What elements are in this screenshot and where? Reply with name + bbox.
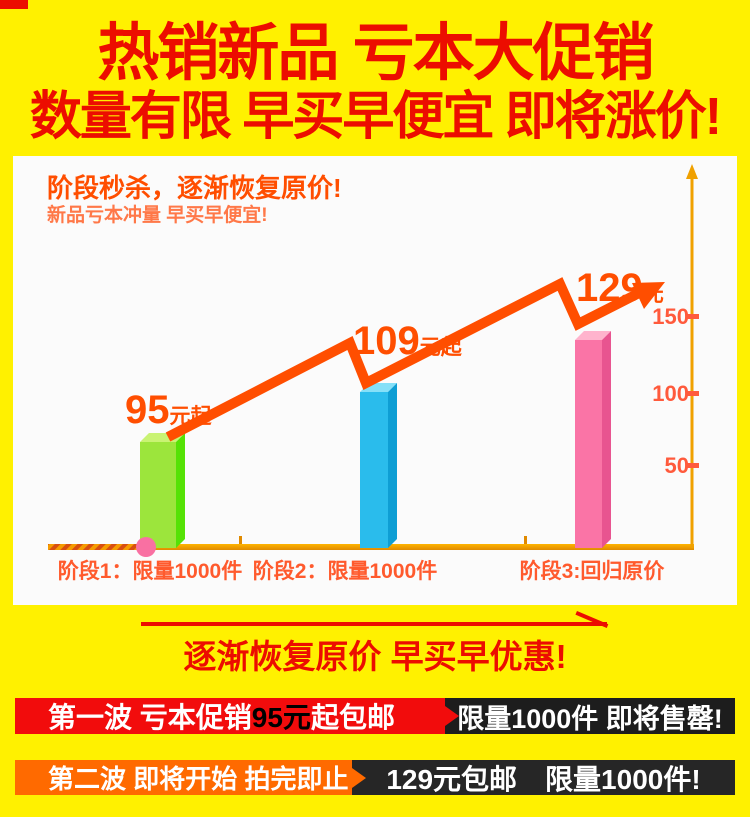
y-tick-100: 100 [652,381,689,406]
price-suffix: 元 [642,283,664,306]
y-tick-50: 50 [664,453,689,478]
price-value: 95 [125,388,170,432]
milestone-dot-icon [136,537,156,557]
banner-wave2-arrow-icon [352,767,366,788]
banner-wave1-suffix: 起包邮 [310,702,395,733]
y-tick-dash-100 [687,391,699,396]
bar-stage1 [140,433,185,548]
banner-wave2-left: 第二波 即将开始 拍完即止 [15,760,366,795]
corner-mark [0,0,28,9]
price-label-stage2: 109元起 [353,319,462,364]
banner-wave1-price: 95元 [251,702,311,733]
banner-wave1-right: 限量1000件 即将售罄! [445,698,735,734]
banner-wave2-text: 第二波 即将开始 拍完即止 [48,764,349,794]
headline-line2: 数量有限 早买早便宜 即将涨价! [29,88,722,146]
banner-wave2-right: 129元包邮 限量1000件! [352,760,735,795]
slogan-text: 逐渐恢复原价 早买早优惠! [183,638,567,675]
y-axis-arrow-icon [686,164,698,179]
banner-wave1-left: 第一波 亏本促销 95元 起包邮 [15,698,459,734]
price-label-stage1: 95元起 [125,388,212,433]
price-suffix: 元起 [169,405,212,428]
y-tick-dash-150 [687,314,699,319]
banner-wave1: 第一波 亏本促销 95元 起包邮 限量1000件 即将售罄! [15,698,735,734]
trend-arrowhead-icon [632,282,665,309]
bar-stage3 [575,331,611,548]
bar-stage2 [360,383,397,548]
chart-title: 阶段秒杀，逐渐恢复原价! [47,173,342,203]
x-axis-tick-1 [239,536,242,544]
chart-subtitle: 新品亏本冲量 早买早便宜! [47,205,268,226]
price-value: 129 [576,266,643,310]
x-label-stage1: 阶段1：限量1000件 [57,560,243,583]
headline-line1: 热销新品 亏本大促销 [97,19,654,88]
price-trend-chart [48,164,699,557]
y-tick-150: 150 [652,304,689,329]
banner-wave1-prefix: 第一波 亏本促销 [48,702,252,733]
trend-arrow [165,277,665,442]
x-axis-completed-segment [48,544,146,550]
x-axis-tick-2 [524,536,527,544]
x-label-stage2: 阶段2：限量1000件 [252,560,438,583]
price-suffix: 元起 [419,336,462,359]
price-value: 109 [353,319,420,363]
slogan-underline [141,622,607,626]
price-label-stage3: 129元 [576,266,664,311]
banner-wave2: 第二波 即将开始 拍完即止 129元包邮 限量1000件! [15,760,735,795]
y-tick-dash-50 [687,463,699,468]
y-axis [686,164,699,548]
chart-panel: 阶段秒杀，逐渐恢复原价! 新品亏本冲量 早买早便宜! 95元起 109元起 12… [13,156,737,605]
banner-wave1-arrow-icon [445,706,459,726]
x-label-stage3: 阶段3:回归原价 [519,560,665,583]
